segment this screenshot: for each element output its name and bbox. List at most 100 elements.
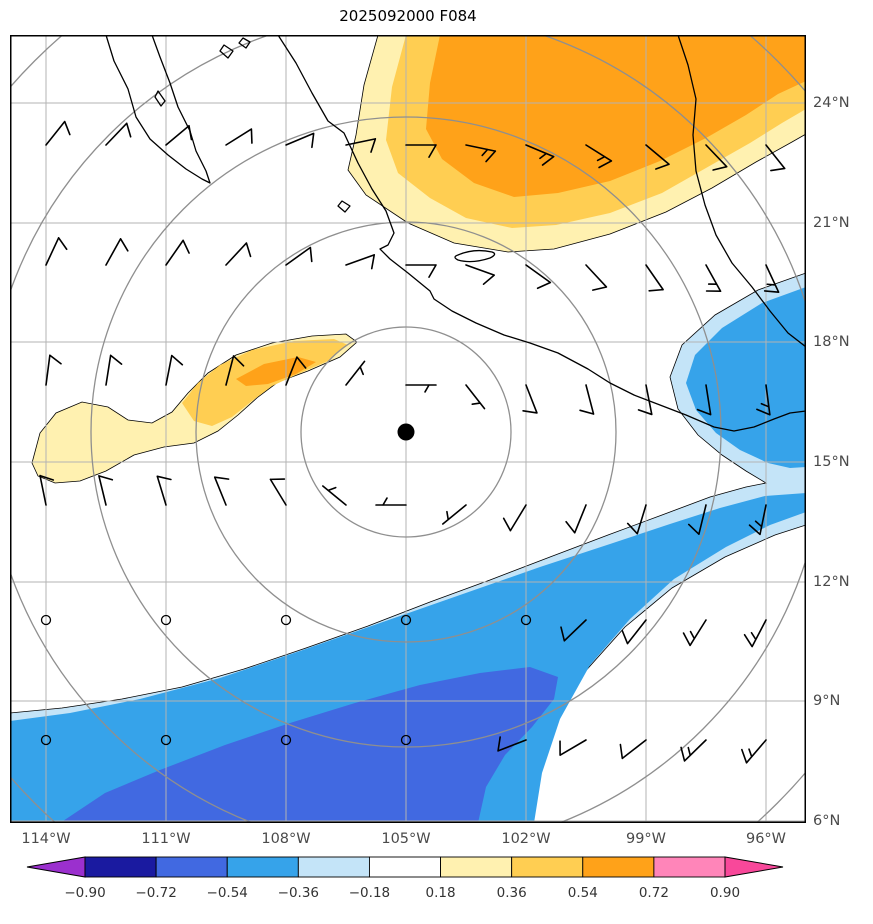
range-ring [195,221,617,643]
wind-barb [45,354,62,386]
calm-wind-marker [40,734,52,746]
calm-wind-marker [520,614,532,626]
wind-barb [525,144,555,166]
calm-wind-marker [400,614,412,626]
map-plot-area [10,35,806,823]
wind-barb [45,120,71,146]
baja-california-coastline [105,35,211,184]
wind-barb [560,619,587,642]
x-tick-label: 96°W [745,831,787,847]
wind-barb [696,384,712,416]
wind-barb [465,144,497,163]
range-ring [90,116,722,748]
wind-barb [405,264,437,278]
colorbar-tick-label: −0.18 [348,885,391,901]
colorbar [26,856,784,878]
wind-barb [285,356,307,386]
wind-barb [165,124,193,146]
wind-barb [619,739,647,760]
wind-barb [225,355,245,386]
wind-barb [165,239,190,266]
wind-barb [156,475,172,506]
map-layers [10,35,806,823]
wind-barb [269,478,287,506]
y-tick-label: 24°N [813,95,850,111]
calm-wind-marker [160,614,172,626]
wind-barb [585,264,608,291]
colorbar-over-arrow [724,856,784,878]
baja-island-2-coastline [219,44,234,59]
wind-barb [345,360,366,386]
wind-barb [442,504,467,525]
wind-barb [756,384,771,416]
wind-barb [465,384,486,410]
x-tick-label: 102°W [501,831,551,847]
colorbar-tick-label: −0.90 [64,885,106,901]
wind-barb [39,474,55,506]
wind-barb [105,122,132,146]
wind-barb [497,736,527,752]
y-tick-label: 18°N [813,334,850,350]
wind-barb [559,739,587,756]
wind-barb [465,264,496,285]
baja-island-1-coastline [154,90,166,107]
x-tick-label: 99°W [625,831,667,847]
wind-barb [621,619,647,645]
wind-barb [322,485,347,506]
x-tick-label: 108°W [261,831,311,847]
colorbar-segment [226,856,299,878]
negative-anomaly-medium-band-region [10,493,806,823]
storm-center-marker [397,423,415,441]
colorbar-tick-label: 0.36 [496,885,527,901]
y-tick-label: 9°N [813,693,841,709]
wind-barb [645,144,670,170]
wind-barb [225,128,253,146]
y-tick-label: 12°N [813,574,850,590]
wind-barb [345,254,376,270]
colorbar-segment [155,856,228,878]
wind-barb [225,242,252,266]
wind-barb [45,236,68,266]
y-tick-label: 21°N [813,215,850,231]
wind-barb [502,504,527,532]
wind-barb [98,475,114,506]
colorbar-tick-label: −0.72 [135,885,177,901]
wind-barb [579,384,595,415]
wind-barb [375,497,407,506]
wind-barb [645,264,664,292]
colorbar-segment [368,856,442,878]
calm-wind-marker [40,614,52,626]
wind-barb [285,132,315,149]
colorbar-under-arrow [26,856,86,878]
colorbar-tick-label: 0.54 [567,885,598,901]
wind-barb [741,739,767,764]
wind-barb [105,354,123,386]
negative-anomaly-medium-east-region [686,287,806,468]
colorbar-segment [84,856,157,878]
wind-barb [405,144,437,158]
lake-chapala-coastline [454,249,496,263]
wind-barb [165,354,184,386]
colorbar-tick-label: 0.72 [638,885,669,901]
islas-marias-coastline [337,200,351,213]
wind-barb [345,138,377,153]
wind-barb [626,504,647,535]
colorbar-tick-label: −0.36 [277,885,320,901]
calm-wind-marker [400,734,412,746]
colorbar-segment [653,856,726,878]
wind-barb [687,504,707,535]
positive-anomaly-strong-north-region [426,35,806,197]
baja-island-3-coastline [238,37,251,49]
calm-wind-marker [280,614,292,626]
range-ring [300,326,512,538]
y-tick-label: 15°N [813,454,850,470]
mexico-pacific-coast-coastline [277,35,806,432]
wind-barb [522,384,538,414]
wind-barb [405,384,437,393]
colorbar-segment [440,856,513,878]
wind-barb [748,504,767,536]
wind-barb [285,246,313,266]
y-tick-label: 6°N [813,813,841,829]
mexico-gulf-coast-coastline [677,35,806,348]
